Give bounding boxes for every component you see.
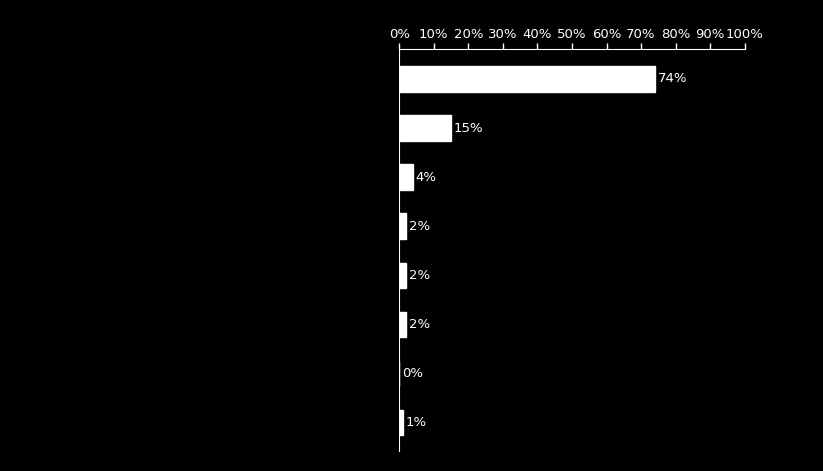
Text: 2%: 2% (409, 318, 430, 331)
Text: 2%: 2% (409, 269, 430, 282)
Bar (399, 312, 406, 337)
Text: 0%: 0% (402, 367, 423, 380)
Bar (399, 66, 655, 92)
Bar (399, 164, 413, 190)
Bar (399, 410, 402, 436)
Text: 74%: 74% (658, 73, 687, 85)
Bar (399, 213, 406, 239)
Bar (399, 263, 406, 288)
Text: 4%: 4% (416, 171, 437, 184)
Text: 1%: 1% (406, 416, 426, 429)
Text: 15%: 15% (453, 122, 483, 135)
Bar (399, 115, 451, 141)
Text: 2%: 2% (409, 220, 430, 233)
